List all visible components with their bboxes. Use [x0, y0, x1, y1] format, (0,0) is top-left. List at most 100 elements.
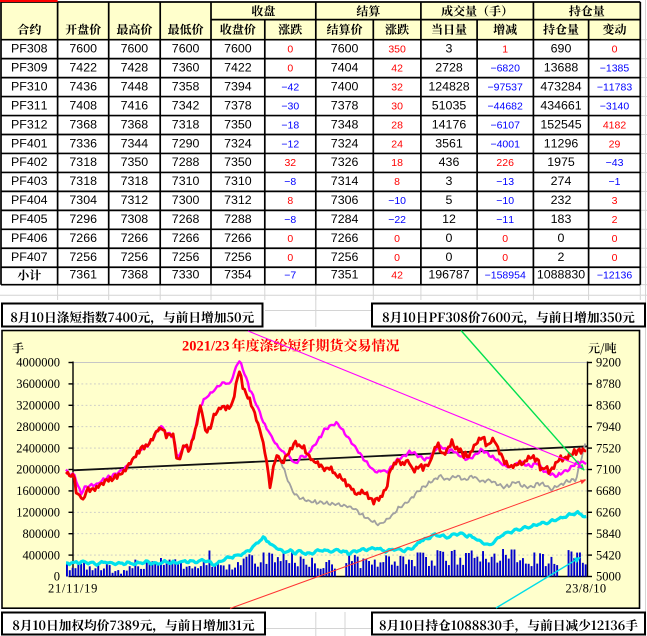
- svg-text:7940: 7940: [596, 420, 621, 434]
- svg-text:800000: 800000: [23, 527, 61, 541]
- svg-text:690: 690: [551, 42, 572, 56]
- svg-text:7422: 7422: [69, 60, 97, 74]
- svg-text:−1385: −1385: [600, 62, 630, 74]
- svg-text:7310: 7310: [172, 174, 200, 188]
- svg-text:7368: 7368: [121, 268, 149, 282]
- svg-text:−10: −10: [496, 195, 514, 207]
- svg-text:7288: 7288: [224, 212, 252, 226]
- svg-text:7288: 7288: [172, 155, 200, 169]
- svg-text:8780: 8780: [596, 377, 621, 391]
- svg-text:2: 2: [612, 214, 618, 226]
- svg-text:−22: −22: [388, 214, 406, 226]
- svg-text:7378: 7378: [224, 98, 252, 112]
- svg-text:PF402: PF402: [11, 155, 48, 169]
- svg-text:PF309: PF309: [11, 60, 48, 74]
- svg-text:7318: 7318: [69, 174, 97, 188]
- svg-text:PF312: PF312: [11, 117, 48, 131]
- svg-text:−43: −43: [606, 157, 624, 169]
- svg-text:8: 8: [394, 176, 400, 188]
- svg-text:30: 30: [391, 100, 403, 112]
- svg-text:6680: 6680: [596, 484, 621, 498]
- svg-text:0: 0: [54, 570, 60, 584]
- svg-text:PF404: PF404: [11, 193, 48, 207]
- svg-text:7266: 7266: [224, 231, 252, 245]
- svg-text:2: 2: [558, 250, 565, 264]
- svg-text:7360: 7360: [172, 60, 200, 74]
- svg-text:−6820: −6820: [490, 62, 520, 74]
- svg-text:0: 0: [612, 233, 618, 245]
- svg-text:18: 18: [391, 157, 403, 169]
- svg-text:5000: 5000: [596, 570, 621, 584]
- svg-text:PF311: PF311: [11, 98, 48, 112]
- svg-text:2021/23: 2021/23: [182, 339, 230, 355]
- svg-text:7300: 7300: [172, 193, 200, 207]
- svg-text:PF407: PF407: [11, 250, 48, 264]
- svg-text:32: 32: [284, 157, 296, 169]
- svg-text:2800000: 2800000: [16, 420, 60, 434]
- svg-text:7268: 7268: [172, 212, 200, 226]
- svg-text:7290: 7290: [172, 136, 200, 150]
- svg-text:7256: 7256: [69, 250, 97, 264]
- svg-text:7600: 7600: [331, 42, 359, 56]
- svg-text:7324: 7324: [224, 136, 252, 150]
- svg-text:1200000: 1200000: [16, 506, 60, 520]
- svg-text:7266: 7266: [172, 231, 200, 245]
- svg-text:−7: −7: [284, 270, 296, 282]
- svg-text:23/8/10: 23/8/10: [566, 582, 607, 596]
- svg-text:0: 0: [446, 231, 453, 245]
- svg-text:−30: −30: [281, 100, 299, 112]
- svg-text:0: 0: [394, 233, 400, 245]
- svg-text:11296: 11296: [544, 136, 579, 150]
- svg-text:7304: 7304: [69, 193, 97, 207]
- svg-text:7266: 7266: [69, 231, 97, 245]
- svg-text:5420: 5420: [596, 548, 621, 562]
- svg-text:7428: 7428: [121, 60, 149, 74]
- svg-text:7600: 7600: [121, 42, 149, 56]
- svg-text:7368: 7368: [69, 117, 97, 131]
- svg-text:PF405: PF405: [11, 212, 48, 226]
- svg-text:7318: 7318: [121, 174, 149, 188]
- svg-text:1: 1: [502, 44, 508, 56]
- svg-text:21/11/19: 21/11/19: [48, 582, 98, 596]
- svg-text:0: 0: [287, 62, 293, 74]
- svg-text:274: 274: [551, 174, 572, 188]
- svg-text:7284: 7284: [331, 212, 359, 226]
- svg-text:196787: 196787: [428, 268, 469, 282]
- svg-text:7351: 7351: [331, 268, 359, 282]
- svg-text:436: 436: [439, 155, 460, 169]
- svg-text:7336: 7336: [69, 136, 97, 150]
- svg-text:0: 0: [394, 252, 400, 264]
- svg-text:−18: −18: [281, 119, 299, 131]
- svg-text:PF406: PF406: [11, 231, 48, 245]
- svg-text:7350: 7350: [224, 117, 252, 131]
- svg-text:−12: −12: [281, 138, 299, 150]
- svg-text:8: 8: [287, 195, 293, 207]
- svg-text:0: 0: [287, 252, 293, 264]
- svg-text:7436: 7436: [69, 79, 97, 93]
- svg-text:−3140: −3140: [600, 100, 630, 112]
- svg-text:473284: 473284: [540, 79, 581, 93]
- svg-text:−8: −8: [284, 176, 296, 188]
- svg-text:24: 24: [391, 138, 403, 150]
- svg-text:7400: 7400: [331, 79, 359, 93]
- svg-text:7358: 7358: [172, 79, 200, 93]
- svg-text:2000000: 2000000: [16, 463, 60, 477]
- svg-text:7354: 7354: [224, 268, 252, 282]
- svg-text:1088830: 1088830: [537, 268, 585, 282]
- svg-text:7324: 7324: [331, 136, 359, 150]
- svg-text:7344: 7344: [121, 136, 149, 150]
- svg-text:7330: 7330: [172, 268, 200, 282]
- svg-text:3: 3: [446, 42, 453, 56]
- svg-text:3600000: 3600000: [16, 377, 60, 391]
- svg-text:0: 0: [502, 252, 508, 264]
- svg-text:124828: 124828: [428, 79, 469, 93]
- svg-text:7404: 7404: [331, 60, 359, 74]
- svg-text:−13: −13: [496, 176, 514, 188]
- svg-text:−158954: −158954: [485, 270, 526, 282]
- svg-text:7378: 7378: [331, 98, 359, 112]
- svg-text:5840: 5840: [596, 527, 621, 541]
- svg-text:7350: 7350: [224, 155, 252, 169]
- svg-text:−11: −11: [496, 214, 514, 226]
- svg-text:4000000: 4000000: [16, 356, 60, 370]
- svg-text:7326: 7326: [331, 155, 359, 169]
